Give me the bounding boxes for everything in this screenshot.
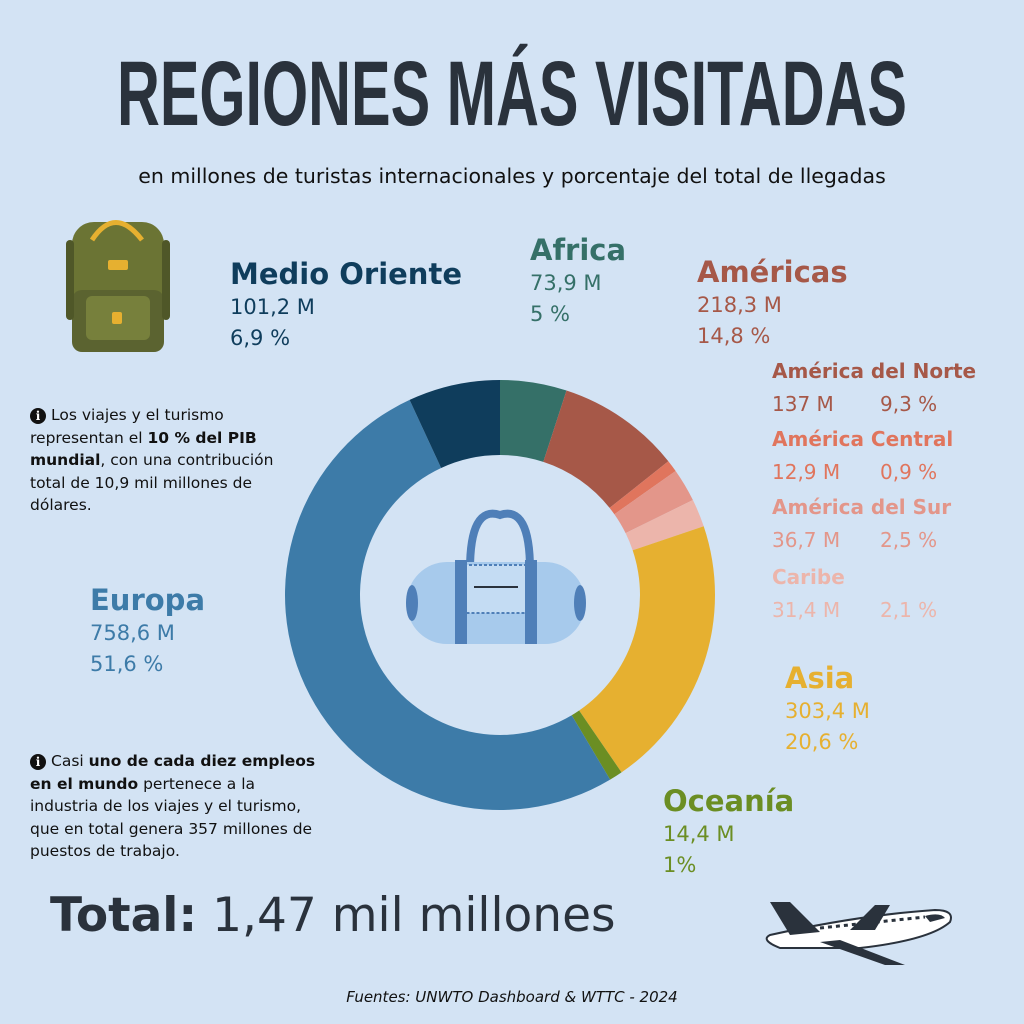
segment-label: América del Sur 36,7 M 2,5 % <box>772 492 951 558</box>
donut-segment <box>614 470 693 534</box>
label-percent: 0,9 % <box>880 460 938 484</box>
donut-segment <box>409 380 500 468</box>
label-millions: 12,9 M <box>772 460 841 484</box>
label-percent: 20,6 % <box>785 730 859 754</box>
label-percent: 1% <box>663 853 697 877</box>
note-bold: uno de cada diez empleos en el mundo <box>30 752 316 793</box>
label-percent: 2,1 % <box>880 598 938 622</box>
label-percent: 5 % <box>530 302 570 326</box>
label-name: Africa <box>530 233 627 267</box>
info-icon: i <box>30 754 46 770</box>
group-name: Américas <box>697 255 848 289</box>
label-percent: 2,5 % <box>880 528 938 552</box>
segment-label: Africa 73,9 M 5 % <box>530 232 626 330</box>
label-name: Medio Oriente <box>230 257 462 291</box>
group-percent: 14,8 % <box>697 324 771 348</box>
label-row: 36,7 M 2,5 % <box>772 522 951 558</box>
note-text: Los viajes y el turismo representan el <box>30 406 224 447</box>
donut-segment <box>625 500 704 551</box>
donut-segment <box>571 710 622 780</box>
note: i Casi uno de cada diez empleos en el mun… <box>30 750 320 863</box>
label-millions: 73,9 M <box>530 271 602 295</box>
chart-title: REGIONES MÁS VISITADAS <box>117 43 907 145</box>
label-name: Oceanía <box>663 784 795 818</box>
info-icon: i <box>30 408 46 424</box>
backpack-icon <box>66 220 170 352</box>
label-percent: 51,6 % <box>90 652 164 676</box>
total-value: 1,47 mil millones <box>212 888 616 943</box>
label-row: 137 M 9,3 % <box>772 386 976 422</box>
label-percent: 9,3 % <box>880 392 938 416</box>
donut <box>285 380 715 810</box>
note-text: pertenece a la industria de los viajes y… <box>30 774 313 861</box>
note-text: Casi <box>51 752 89 770</box>
note-bold: 10 % del PIB mundial <box>30 428 257 470</box>
segment-label: Asia 303,4 M 20,6 % <box>785 660 870 758</box>
label-millions: 14,4 M <box>663 822 735 846</box>
label-millions: 31,4 M <box>772 598 841 622</box>
segment-label: Medio Oriente 101,2 M 6,9 % <box>230 256 462 354</box>
source: Fuentes: UNWTO Dashboard & WTTC - 2024 <box>346 988 678 1006</box>
segment-label: Oceanía 14,4 M 1% <box>663 783 794 881</box>
label-percent: 6,9 % <box>230 326 291 350</box>
label-name: Europa <box>90 583 206 617</box>
label-row: 12,9 M 0,9 % <box>772 454 953 490</box>
label-name: América Central <box>772 427 954 451</box>
segment-label: Europa 758,6 M 51,6 % <box>90 582 205 680</box>
donut-segment <box>285 399 611 810</box>
label-millions: 758,6 M <box>90 621 175 645</box>
label-millions: 303,4 M <box>785 699 870 723</box>
donut-segment <box>609 461 676 515</box>
label-millions: 36,7 M <box>772 528 841 552</box>
label-name: América del Sur <box>772 495 952 519</box>
label-name: América del Norte <box>772 359 977 383</box>
donut-segment <box>579 526 715 773</box>
total-label: Total: <box>50 888 198 943</box>
label-name: Asia <box>785 661 855 695</box>
note-text: , con una contribución total de 10,9 mil… <box>30 451 274 514</box>
donut-segment <box>543 390 669 508</box>
label-millions: 137 M <box>772 392 834 416</box>
segment-label: América Central 12,9 M 0,9 % <box>772 424 953 490</box>
label-row: 31,4 M 2,1 % <box>772 592 937 628</box>
label-millions: 101,2 M <box>230 295 315 319</box>
group-millions: 218,3 M <box>697 293 782 317</box>
label-name: Caribe <box>772 565 845 589</box>
donut-segment <box>500 380 567 462</box>
bag-icon <box>406 509 586 644</box>
segment-label: América del Norte 137 M 9,3 % <box>772 356 976 422</box>
plane-icon <box>765 902 952 965</box>
chart-subtitle: en millones de turistas internacionales … <box>138 164 886 188</box>
total: Total: 1,47 mil millones <box>50 888 616 943</box>
segment-label: Caribe 31,4 M 2,1 % <box>772 562 937 628</box>
note: i Los viajes y el turismo representan el … <box>30 404 305 517</box>
group-label: Américas 218,3 M 14,8 % <box>697 254 848 352</box>
